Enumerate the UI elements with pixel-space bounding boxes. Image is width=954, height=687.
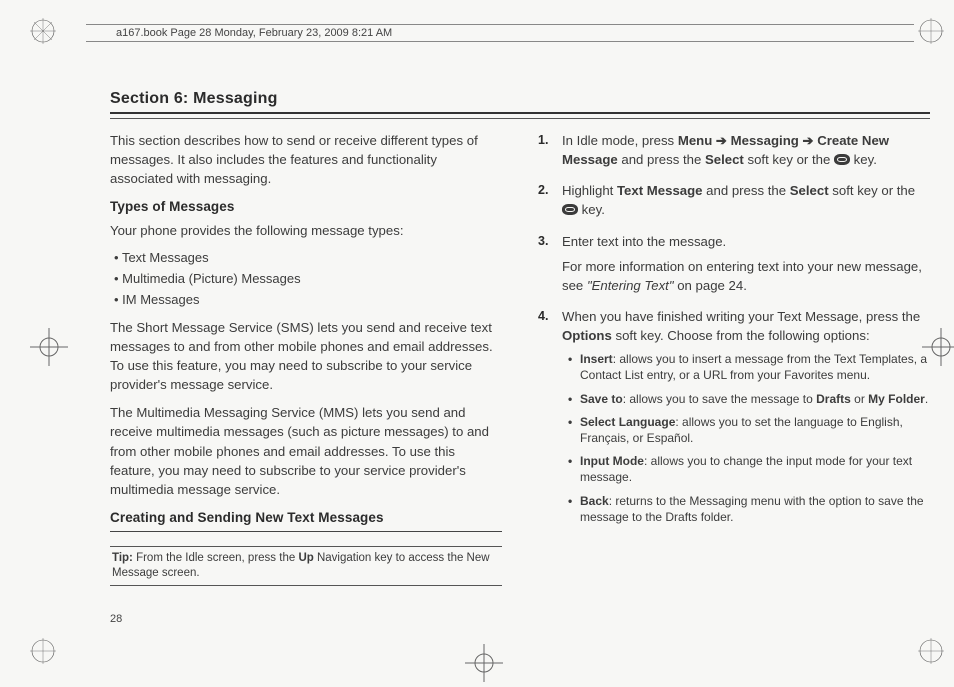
list-item: Multimedia (Picture) Messages <box>114 270 502 289</box>
rule <box>110 118 930 119</box>
registration-mark-icon <box>918 18 944 44</box>
step-2: Highlight Text Message and press the Sel… <box>538 181 930 219</box>
list-item: Text Messages <box>114 249 502 268</box>
option-input-mode: Input Mode: allows you to change the inp… <box>568 453 930 485</box>
crop-mark-icon <box>465 644 491 670</box>
message-types-list: Text Messages Multimedia (Picture) Messa… <box>114 249 502 310</box>
types-heading: Types of Messages <box>110 197 502 217</box>
intro-para: This section describes how to send or re… <box>110 131 502 188</box>
tip-box: Tip: From the Idle screen, press the Up … <box>110 546 502 586</box>
create-heading: Creating and Sending New Text Messages <box>110 508 502 533</box>
sms-para: The Short Message Service (SMS) lets you… <box>110 318 502 395</box>
right-column: In Idle mode, press Menu ➔ Messaging ➔ C… <box>538 131 930 586</box>
ok-key-icon <box>834 154 850 165</box>
registration-mark-icon <box>30 18 56 44</box>
option-back: Back: returns to the Messaging menu with… <box>568 493 930 525</box>
left-column: This section describes how to send or re… <box>110 131 502 586</box>
section-title: Section 6: Messaging <box>110 90 930 114</box>
page-body: Section 6: Messaging This section descri… <box>110 90 930 586</box>
option-select-language: Select Language: allows you to set the l… <box>568 414 930 446</box>
types-lead: Your phone provides the following messag… <box>110 221 502 240</box>
running-header-text: a167.book Page 28 Monday, February 23, 2… <box>116 27 392 39</box>
crop-mark-icon <box>30 328 56 354</box>
page-number: 28 <box>110 612 122 628</box>
step-4: When you have finished writing your Text… <box>538 307 930 525</box>
option-save-to: Save to: allows you to save the message … <box>568 391 930 407</box>
ok-key-icon <box>562 204 578 215</box>
running-header: a167.book Page 28 Monday, February 23, 2… <box>86 24 914 42</box>
step-1: In Idle mode, press Menu ➔ Messaging ➔ C… <box>538 131 930 169</box>
mms-para: The Multimedia Messaging Service (MMS) l… <box>110 403 502 499</box>
tip-body: From the Idle screen, press the Up Navig… <box>112 552 490 579</box>
tip-label: Tip: <box>112 552 133 564</box>
step-3: Enter text into the message. For more in… <box>538 232 930 295</box>
option-insert: Insert: allows you to insert a message f… <box>568 351 930 383</box>
options-sublist: Insert: allows you to insert a message f… <box>568 351 930 525</box>
registration-mark-icon <box>30 638 56 664</box>
steps-list: In Idle mode, press Menu ➔ Messaging ➔ C… <box>538 131 930 525</box>
registration-mark-icon <box>918 638 944 664</box>
list-item: IM Messages <box>114 291 502 310</box>
